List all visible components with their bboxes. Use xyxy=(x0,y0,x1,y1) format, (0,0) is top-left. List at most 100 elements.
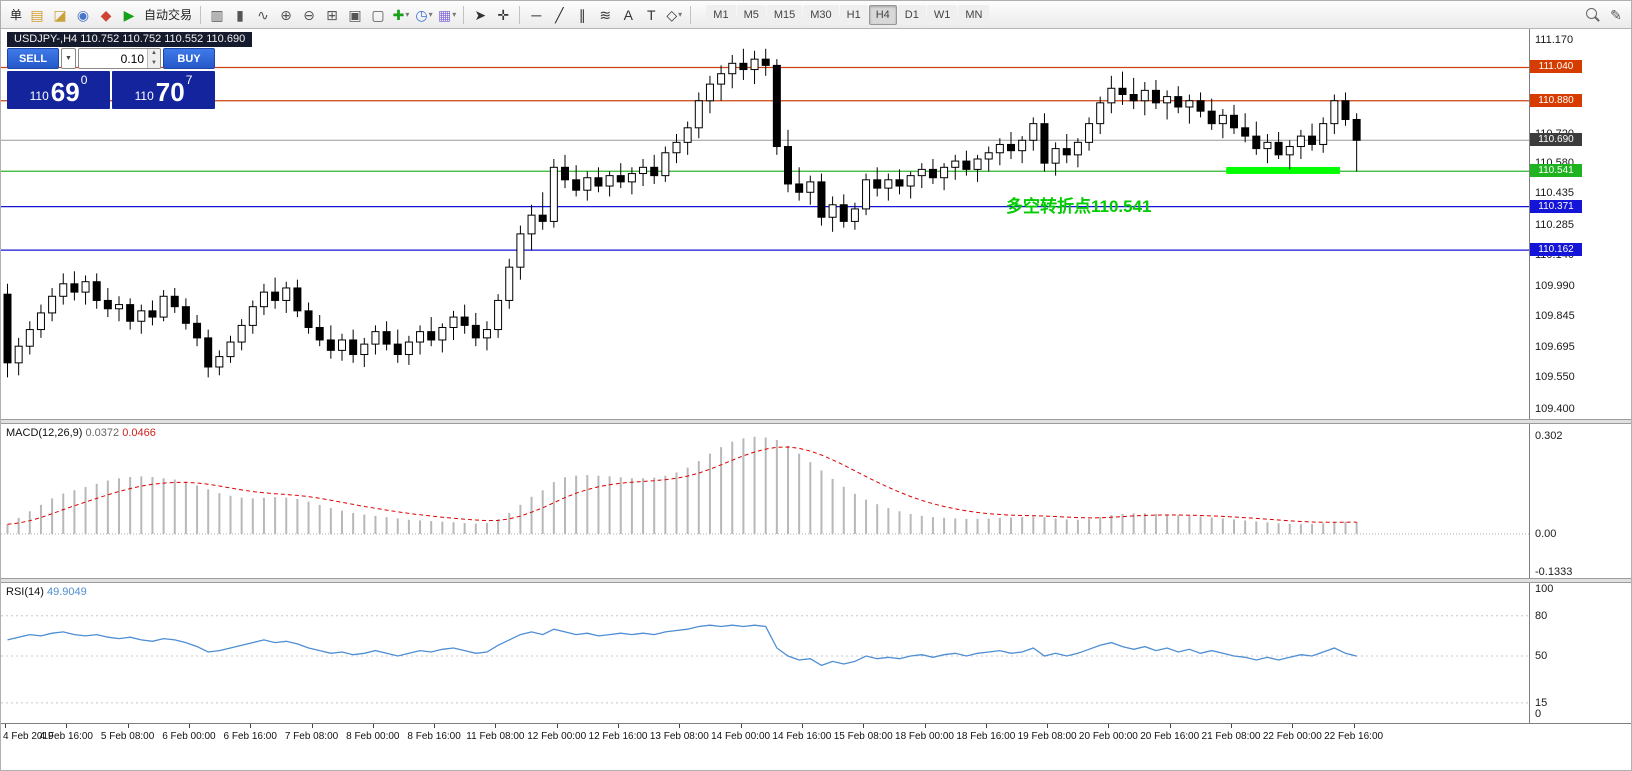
candle-bullish xyxy=(661,152,670,177)
volume-input[interactable] xyxy=(79,49,147,68)
periods-icon[interactable]: ◷ ▾ xyxy=(415,6,433,23)
candle-bullish xyxy=(1018,139,1027,152)
candle-bullish xyxy=(14,345,23,364)
candle-bearish xyxy=(293,287,302,312)
candle-bearish xyxy=(427,331,436,341)
candle-bullish xyxy=(694,100,703,129)
buy-price-prefix: 110 xyxy=(134,89,154,103)
candle-bullish xyxy=(494,299,503,331)
rsi-name: RSI(14) xyxy=(6,586,44,598)
order-options-dropdown[interactable]: ▼ xyxy=(61,48,76,69)
time-axis-tick xyxy=(250,724,252,728)
current-price-badge-110.690: 110.690 xyxy=(1530,133,1582,147)
search-icon[interactable] xyxy=(1582,4,1604,26)
rsi-axis-label-100: 100 xyxy=(1535,583,1554,595)
autotrading-button[interactable]: 自动交易 xyxy=(144,8,193,22)
panel-splitter-1[interactable] xyxy=(1,419,1631,424)
candle-bearish xyxy=(817,181,826,218)
candle-bullish xyxy=(917,168,926,177)
autotrading-play-icon[interactable]: ▶ xyxy=(123,6,135,23)
timeframe-button-d1[interactable]: D1 xyxy=(897,4,926,25)
timeframe-button-m15[interactable]: M15 xyxy=(766,4,803,25)
line-chart-icon[interactable]: ∿ xyxy=(257,6,269,23)
orders-label[interactable]: 单 xyxy=(10,8,23,22)
candle-bullish xyxy=(1051,148,1060,164)
autotrading-status-icon[interactable]: ◆ xyxy=(100,6,112,23)
price-axis[interactable]: 111.170110.720110.580110.435110.285110.1… xyxy=(1529,29,1631,723)
label-tool-icon[interactable]: T xyxy=(647,6,656,23)
timeframe-button-w1[interactable]: W1 xyxy=(926,4,958,25)
text-tool-icon[interactable]: A xyxy=(623,6,633,23)
candle-bullish xyxy=(371,331,380,345)
macd-axis-label--0.1333: -0.1333 xyxy=(1535,566,1573,578)
candle-bullish xyxy=(850,208,859,222)
new-order-icon[interactable]: ▤ xyxy=(30,6,44,23)
time-axis-tick xyxy=(618,724,619,728)
candle-bearish xyxy=(460,316,469,326)
candle-bullish xyxy=(282,287,291,301)
timeframe-button-m30[interactable]: M30 xyxy=(803,4,839,25)
templates-icon[interactable]: ▦ ▾ xyxy=(438,6,457,23)
timeframe-button-h1[interactable]: H1 xyxy=(839,4,868,25)
candle-bearish xyxy=(1274,141,1283,156)
candle-bearish xyxy=(148,310,157,318)
candle-bearish xyxy=(349,339,358,356)
panel-splitter-2[interactable] xyxy=(1,578,1631,583)
crosshair-icon[interactable]: ✛ xyxy=(497,6,510,23)
accounts-icon[interactable]: ◪ xyxy=(53,6,67,23)
rsi-axis-label-15: 15 xyxy=(1535,696,1548,709)
timeframe-button-m1[interactable]: M1 xyxy=(706,4,736,25)
volume-increase-button[interactable]: ▲ xyxy=(148,49,160,59)
volume-decrease-button[interactable]: ▼ xyxy=(148,58,160,68)
horizontal-line-icon[interactable]: ─ xyxy=(531,6,542,23)
candle-bearish xyxy=(1118,87,1127,96)
track-chart-icon[interactable]: ▢ xyxy=(371,6,385,23)
main-chart-panel[interactable]: USDJPY-,H4 110.752 110.752 110.552 110.6… xyxy=(1,29,1529,419)
timeframe-button-h4[interactable]: H4 xyxy=(868,4,897,25)
shapes-icon[interactable]: ◇ ▾ xyxy=(666,6,683,23)
buy-button[interactable]: BUY xyxy=(163,48,215,69)
candle-bullish xyxy=(226,341,235,358)
time-axis-tick xyxy=(679,724,681,728)
candle-bearish xyxy=(561,166,569,181)
candle-bearish xyxy=(382,331,391,345)
candlestick-chart-icon[interactable]: ▮ xyxy=(236,6,244,23)
macd-panel[interactable]: MACD(12,26,9) 0.0372 0.0466 xyxy=(1,424,1529,578)
time-axis[interactable]: 4 Feb 2019 4 Feb 16:00 5 Feb 08:00 6 Feb 00… xyxy=(1,723,1631,770)
market-watch-icon[interactable]: ◉ xyxy=(76,6,90,23)
sell-button[interactable]: SELL xyxy=(7,48,59,69)
candle-bullish xyxy=(1319,123,1328,145)
time-label: 18 Feb 16:00 xyxy=(956,731,1016,742)
indicators-icon[interactable]: ✚ ▾ xyxy=(392,6,410,23)
cursor-icon[interactable]: ➤ xyxy=(474,6,487,23)
time-axis-tick xyxy=(863,724,865,728)
sell-price-display[interactable]: 110 69 0 xyxy=(7,71,110,109)
timeframe-button-mn[interactable]: MN xyxy=(958,4,990,25)
candle-bearish xyxy=(1241,127,1250,137)
candle-bullish xyxy=(527,214,536,235)
candle-bullish xyxy=(115,304,123,310)
zoom-out-icon[interactable]: ⊖ xyxy=(303,6,315,23)
channel-icon[interactable]: ∥ xyxy=(578,6,586,23)
candle-bearish xyxy=(92,281,101,301)
buy-price-display[interactable]: 110 70 7 xyxy=(112,71,215,109)
time-axis-tick xyxy=(127,724,129,728)
tile-windows-icon[interactable]: ⊞ xyxy=(326,6,338,23)
candle-bearish xyxy=(204,337,213,368)
bar-chart-icon[interactable]: ▥ xyxy=(210,6,224,23)
buy-price-big: 70 xyxy=(155,77,185,107)
time-label: 22 Feb 00:00 xyxy=(1262,731,1322,742)
fibonacci-icon[interactable]: ≋ xyxy=(599,6,612,23)
auto-arrange-icon[interactable]: ▣ xyxy=(348,6,362,23)
zoom-in-icon[interactable]: ⊕ xyxy=(280,6,292,23)
toolbar-separator-3 xyxy=(519,5,521,24)
trendline-icon[interactable]: ╱ xyxy=(555,6,564,23)
rsi-panel[interactable]: RSI(14) 49.9049 xyxy=(1,583,1529,723)
candle-bullish xyxy=(259,291,268,308)
time-label: 8 Feb 00:00 xyxy=(346,731,400,742)
candle-bearish xyxy=(538,214,547,222)
timeframe-button-m5[interactable]: M5 xyxy=(736,4,766,25)
edit-icon[interactable]: ✎ xyxy=(1610,6,1622,23)
time-label: 6 Feb 00:00 xyxy=(162,731,216,742)
